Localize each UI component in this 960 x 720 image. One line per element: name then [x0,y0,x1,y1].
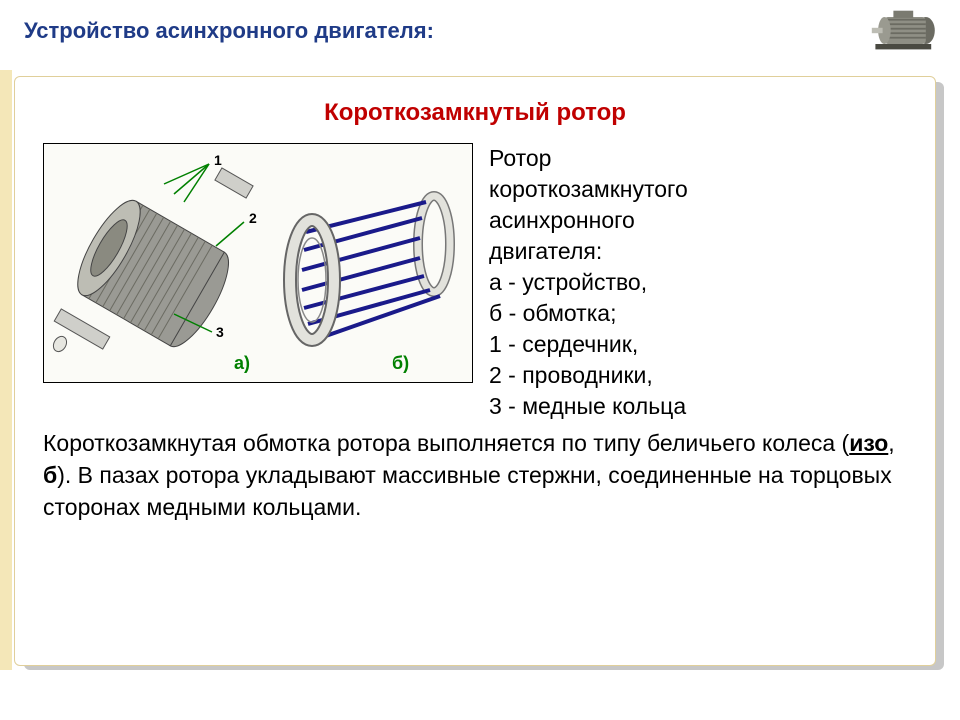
page-title: Устройство асинхронного двигателя: [24,18,960,44]
rotor-diagram: 1 2 3 а) б) [43,143,473,383]
legend-line: двигателя: [489,236,688,267]
header: Устройство асинхронного двигателя: [0,0,960,70]
motor-icon [870,8,942,56]
diagram-row: 1 2 3 а) б) Ротор короткозамкнутого асин… [43,143,907,422]
legend-line: 1 - сердечник, [489,329,688,360]
legend-line: а - устройство, [489,267,688,298]
body-text: Короткозамкнутая обмотка ротора выполняе… [43,430,849,456]
body-paragraph: Короткозамкнутая обмотка ротора выполняе… [43,428,907,523]
legend-line: Ротор [489,143,688,174]
legend-line: б - обмотка; [489,298,688,329]
left-accent-bar [0,70,12,670]
diagram-callout-2: 2 [249,210,257,226]
body-text: , [888,430,894,456]
diagram-callout-3: 3 [216,324,224,340]
content-panel: Короткозамкнутый ротор [14,76,936,666]
diagram-label-a: а) [234,353,250,374]
diagram-label-b: б) [392,353,409,374]
body-text: ). В пазах ротора укладывают массивные с… [43,462,892,520]
legend-line: короткозамкнутого [489,174,688,205]
legend-line: 2 - проводники, [489,360,688,391]
section-title: Короткозамкнутый ротор [43,99,907,127]
body-emph: б [43,462,57,488]
diagram-callout-1: 1 [214,152,222,168]
body-emph: изо [849,430,888,456]
legend-block: Ротор короткозамкнутого асинхронного дви… [489,143,688,422]
legend-line: асинхронного [489,205,688,236]
legend-line: 3 - медные кольца [489,391,688,422]
